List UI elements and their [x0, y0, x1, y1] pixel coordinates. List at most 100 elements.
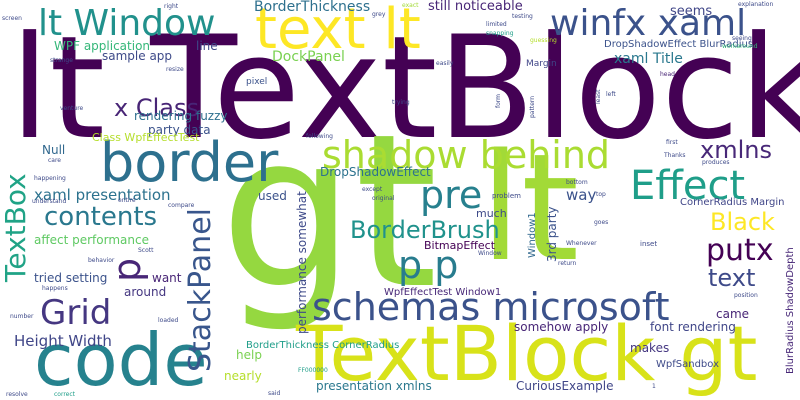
- word-following: following: [306, 133, 333, 140]
- word-margin: Margin: [526, 59, 557, 69]
- word-bottom: bottom: [566, 179, 588, 186]
- word-text: text: [708, 264, 756, 292]
- word-explanation: explanation: [738, 1, 774, 8]
- word-window: Window: [478, 250, 502, 257]
- word-grey: grey: [372, 11, 386, 18]
- word-xmlns: xmlns: [700, 136, 772, 164]
- word-textbox: TextBox: [0, 173, 32, 282]
- word-winfx-xaml: winfx xaml: [550, 3, 747, 44]
- word-xaml-title: xaml Title: [614, 51, 683, 67]
- word-shadow-behind: shadow behind: [322, 133, 611, 177]
- word-affect-performance: affect performance: [34, 233, 149, 247]
- word-resolve: resolve: [6, 391, 28, 398]
- word-ff000000: FF000000: [298, 367, 328, 374]
- word-position: position: [734, 292, 758, 299]
- word-loaded: loaded: [158, 317, 179, 324]
- word-p-p: p p: [398, 243, 459, 287]
- word-testing: testing: [512, 13, 533, 20]
- word-except: except: [362, 186, 383, 193]
- word-stackpanel: StackPanel: [183, 208, 218, 372]
- word-trying: trying: [392, 99, 410, 106]
- word-form: form: [495, 94, 502, 108]
- word-presentation-xmlns: presentation xmlns: [316, 379, 432, 393]
- word-inset: inset: [640, 240, 658, 248]
- word-limited: limited: [486, 21, 507, 28]
- word-dockpanel: DockPanel: [272, 49, 345, 65]
- word-compare: compare: [168, 202, 195, 209]
- word-guessing: guessing: [530, 37, 557, 44]
- word-care: care: [48, 157, 62, 164]
- word-nearly: nearly: [224, 369, 262, 383]
- word-x-class: x Class: [114, 94, 199, 122]
- word-schemas-microsoft: schemas microsoft: [312, 285, 670, 329]
- word-said: said: [268, 390, 281, 397]
- word-border: border: [100, 131, 279, 194]
- word-window1: Window1: [527, 212, 538, 258]
- word-makes: makes: [630, 341, 670, 355]
- word-top: top: [596, 191, 606, 198]
- word-help: help: [236, 348, 262, 362]
- word-null: Null: [42, 143, 66, 157]
- word-head: head: [660, 71, 675, 78]
- word-whenever: Whenever: [566, 240, 597, 247]
- word-performance-somewhat: performance somewhat: [295, 191, 309, 334]
- word-venture: venture: [60, 105, 84, 112]
- word-lt-textblock: lt TextBlock: [10, 6, 800, 171]
- word-resize: resize: [166, 66, 184, 73]
- word-pre: pre: [420, 173, 483, 217]
- word-rendering-fuzzy: rendering fuzzy: [134, 109, 228, 123]
- word-workaround: workaround: [722, 43, 758, 50]
- word-lt-window: lt Window: [38, 3, 216, 44]
- word-xaml-presentation: xaml presentation: [34, 186, 171, 204]
- word-bitmapeffect: BitmapEffect: [424, 239, 496, 252]
- word-black: Black: [710, 208, 775, 236]
- word-happening: happening: [34, 175, 66, 182]
- word-lt-large: lt: [480, 122, 580, 294]
- word-problem: problem: [492, 192, 521, 200]
- word-text-lt: text lt: [255, 0, 421, 62]
- word-return: return: [558, 260, 577, 267]
- word-scott: Scott: [138, 247, 154, 254]
- word-wpf-application: WPF application: [54, 39, 151, 53]
- word-3rd-party: 3rd party: [545, 206, 559, 263]
- word-exact: exact: [402, 2, 419, 9]
- word-dropshadoweffect: DropShadowEffect: [320, 165, 431, 179]
- word-class-wpfeffecttest: Class WpfEffectTest: [92, 131, 200, 144]
- word-way: way: [566, 186, 597, 204]
- word-behavior: behavior: [88, 257, 115, 264]
- word-came: came: [716, 307, 750, 321]
- word-borderthickness: BorderThickness: [254, 0, 371, 15]
- word-left: left: [606, 91, 616, 98]
- word-contents: contents: [44, 202, 158, 232]
- word-thanks: Thanks: [664, 152, 686, 159]
- word-line: line: [196, 39, 218, 53]
- word-cornerradius-margin: CornerRadius Margin: [680, 197, 785, 208]
- word-effect: Effect: [630, 163, 746, 209]
- word-snapping: snapping: [486, 30, 514, 37]
- word-understand: understand: [32, 198, 67, 205]
- word-screen: screen: [2, 15, 22, 22]
- word-seems: seems: [670, 4, 713, 19]
- word-putx: putx: [706, 233, 774, 268]
- word-height-width: Height Width: [14, 332, 112, 350]
- word-number: number: [10, 313, 34, 320]
- word-party-data: party data: [148, 123, 211, 137]
- word-least: least: [595, 89, 602, 104]
- word-pixel: pixel: [246, 77, 268, 87]
- word-strange: strange: [50, 57, 73, 64]
- word-somehow-apply: somehow apply: [514, 320, 609, 334]
- word-happens: happens: [42, 285, 68, 292]
- word-entire: entire: [118, 197, 136, 204]
- word-original: original: [372, 195, 395, 202]
- word-grid: Grid: [40, 293, 112, 333]
- word-font-rendering: font rendering: [650, 320, 736, 334]
- word-around: around: [124, 285, 167, 299]
- word-curiousexample: CuriousExample: [516, 379, 614, 393]
- word-borderthickness-cornerradius: BorderThickness CornerRadius: [246, 340, 400, 351]
- word-pattern: pattern: [529, 95, 536, 118]
- word-borderbrush: BorderBrush: [350, 216, 500, 244]
- word-easily: easily: [436, 60, 454, 67]
- word-goes: goes: [594, 219, 609, 226]
- word-right: right: [164, 3, 179, 10]
